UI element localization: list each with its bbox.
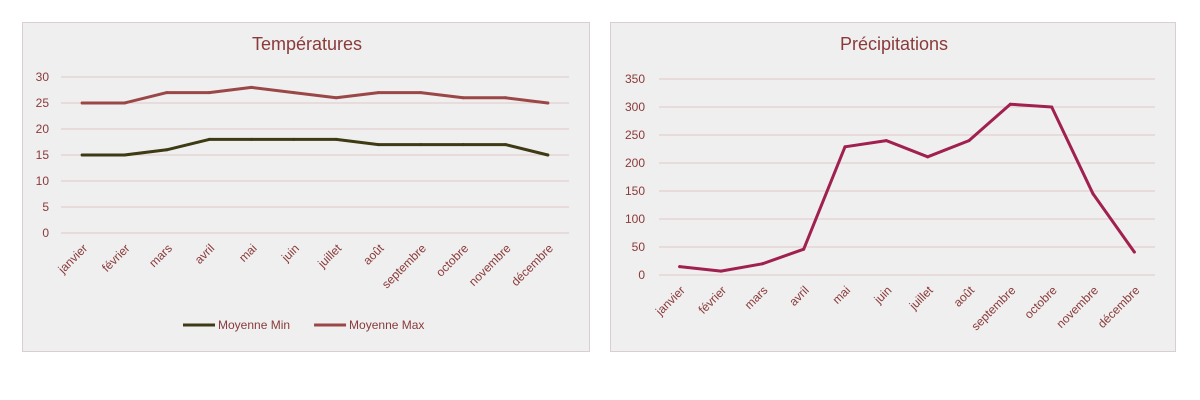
y-tick-label: 50 bbox=[632, 240, 646, 254]
x-tick-label: mars bbox=[742, 283, 771, 312]
data-point bbox=[967, 139, 971, 143]
temperatures-chart: Températures 0 5 10 15 20 25 30 janvier février ma… bbox=[36, 34, 569, 332]
data-point bbox=[207, 91, 211, 95]
data-point bbox=[80, 153, 84, 157]
x-tick-label: août bbox=[951, 283, 978, 310]
data-point bbox=[678, 265, 682, 269]
data-point bbox=[377, 91, 380, 95]
data-point bbox=[1008, 102, 1012, 106]
data-point bbox=[843, 145, 847, 149]
data-point bbox=[504, 96, 507, 100]
x-tick-label: novembre bbox=[1053, 283, 1101, 331]
y-tick-label: 350 bbox=[625, 72, 645, 86]
data-point bbox=[250, 137, 253, 141]
data-point bbox=[80, 101, 84, 105]
x-tick-label: juin bbox=[278, 241, 302, 265]
data-point bbox=[123, 153, 126, 157]
data-point bbox=[926, 155, 930, 159]
y-tick-label: 300 bbox=[625, 100, 645, 114]
chart-title: Précipitations bbox=[840, 34, 948, 54]
x-tick-label: septembre bbox=[379, 241, 429, 291]
data-point bbox=[1132, 250, 1136, 254]
y-tick-label: 100 bbox=[625, 212, 645, 226]
data-point bbox=[334, 96, 338, 100]
legend-label: Moyenne Min bbox=[218, 318, 290, 332]
series-line-0 bbox=[80, 137, 550, 157]
y-tick-label: 200 bbox=[625, 156, 645, 170]
precipitations-chart-panel: Précipitations 0 50 100 150 200 250 300 350 janvi… bbox=[610, 22, 1176, 352]
x-tick-label: août bbox=[360, 241, 387, 268]
x-tick-label: janvier bbox=[652, 283, 688, 319]
data-point bbox=[1091, 192, 1095, 196]
y-tick-label: 150 bbox=[625, 184, 645, 198]
y-tick-label: 20 bbox=[36, 122, 50, 136]
data-point bbox=[546, 101, 550, 105]
x-tick-label: septembre bbox=[968, 283, 1018, 333]
x-tick-label: novembre bbox=[466, 241, 514, 289]
data-point bbox=[292, 137, 296, 141]
x-tick-label: avril bbox=[786, 283, 811, 308]
y-tick-label: 0 bbox=[42, 226, 49, 240]
data-point bbox=[1050, 105, 1054, 109]
x-tick-label: décembre bbox=[508, 241, 556, 289]
data-point bbox=[760, 262, 764, 266]
x-tick-label: juin bbox=[871, 283, 895, 307]
x-tick-label: juillet bbox=[314, 241, 344, 271]
data-point bbox=[461, 143, 465, 147]
y-tick-label: 5 bbox=[42, 200, 49, 214]
data-point bbox=[123, 101, 126, 105]
data-point bbox=[546, 153, 550, 157]
data-point bbox=[165, 148, 169, 152]
data-point bbox=[719, 269, 723, 273]
legend-label: Moyenne Max bbox=[349, 318, 424, 332]
data-point bbox=[884, 139, 888, 143]
chart-title: Températures bbox=[252, 34, 362, 54]
data-point bbox=[250, 85, 253, 89]
series-line-0 bbox=[678, 102, 1136, 273]
data-point bbox=[419, 91, 423, 95]
series-line-1 bbox=[80, 85, 550, 105]
temperatures-chart-panel: Températures 0 5 10 15 20 25 30 janvier février ma… bbox=[22, 22, 590, 352]
y-tick-label: 10 bbox=[36, 174, 50, 188]
data-point bbox=[334, 137, 338, 141]
data-point bbox=[207, 137, 211, 141]
data-point bbox=[377, 143, 380, 147]
x-tick-label: décembre bbox=[1095, 283, 1143, 331]
x-tick-label: février bbox=[99, 241, 132, 274]
data-point bbox=[802, 247, 806, 251]
y-tick-label: 30 bbox=[36, 70, 50, 84]
x-tick-label: octobre bbox=[1022, 283, 1060, 321]
x-tick-label: juillet bbox=[906, 283, 936, 313]
y-tick-label: 250 bbox=[625, 128, 645, 142]
precipitations-chart: Précipitations 0 50 100 150 200 250 300 350 janvi… bbox=[625, 34, 1155, 333]
x-tick-label: octobre bbox=[433, 241, 471, 279]
y-tick-label: 0 bbox=[638, 268, 645, 282]
x-tick-label: mai bbox=[236, 241, 260, 265]
x-tick-label: février bbox=[696, 283, 729, 316]
y-tick-label: 25 bbox=[36, 96, 50, 110]
data-point bbox=[292, 91, 296, 95]
data-point bbox=[165, 91, 169, 95]
x-tick-label: avril bbox=[192, 241, 217, 266]
data-point bbox=[419, 143, 423, 147]
x-tick-label: janvier bbox=[55, 241, 91, 277]
data-point bbox=[504, 143, 507, 147]
data-point bbox=[461, 96, 465, 100]
x-tick-label: mai bbox=[830, 283, 854, 307]
x-tick-label: mars bbox=[146, 241, 175, 270]
y-tick-label: 15 bbox=[36, 148, 50, 162]
